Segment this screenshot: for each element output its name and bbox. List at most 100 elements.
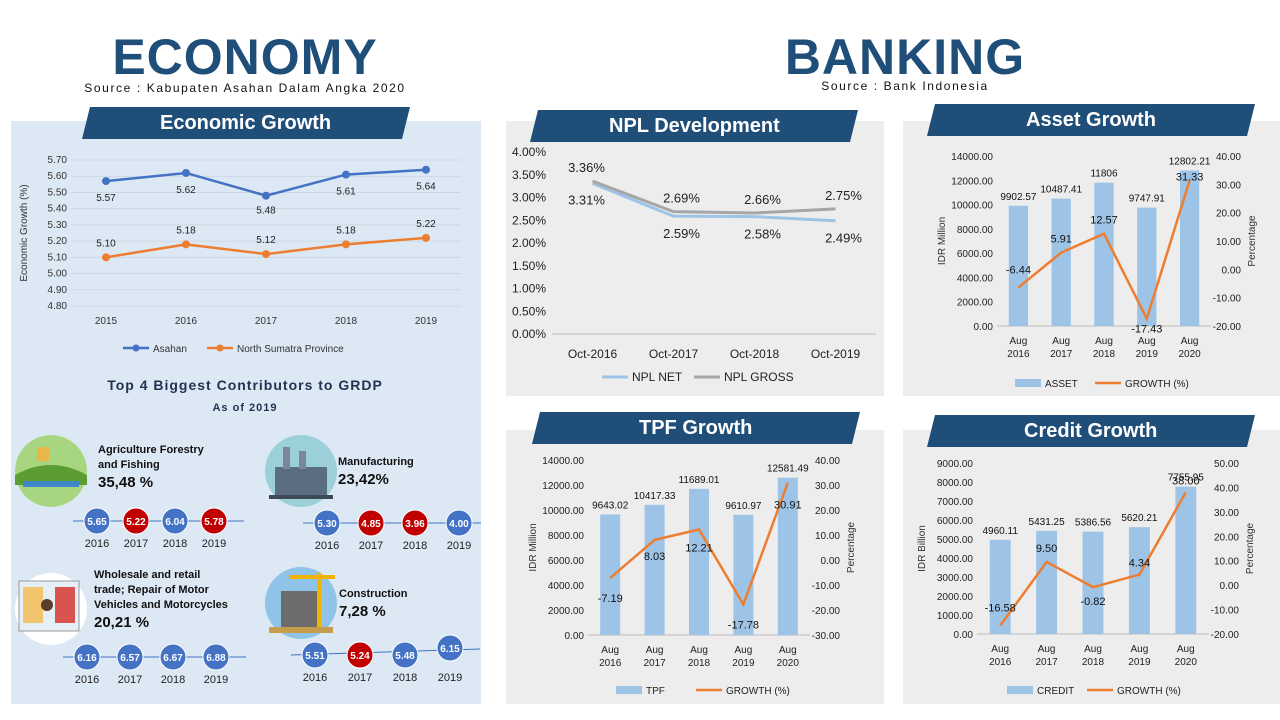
- bubble-year: 2018: [403, 540, 427, 552]
- economy-panel: [11, 121, 481, 704]
- data-label: 3.31%: [568, 192, 605, 207]
- growth-label: 8.03: [644, 551, 665, 563]
- x-tick-label: 2016: [599, 658, 622, 669]
- value-bubble: [73, 643, 101, 671]
- x-tick-label: Aug: [1177, 644, 1195, 655]
- y-tick-label: 0.00: [974, 322, 994, 333]
- value-bubble: [313, 509, 341, 537]
- x-tick-label: Aug: [1131, 644, 1149, 655]
- y-tick-label: 0.00: [565, 631, 585, 642]
- bubble-value: 5.22: [126, 517, 146, 528]
- legend-label: ASSET: [1045, 379, 1078, 390]
- bar: [1008, 205, 1029, 326]
- npl-banner: NPL Development: [530, 110, 858, 142]
- y2-tick-label: 30.00: [1214, 508, 1239, 519]
- x-tick-label: Oct-2018: [730, 347, 780, 361]
- bubble-year: 2017: [359, 540, 383, 552]
- x-tick-label: 2017: [255, 316, 278, 327]
- bar: [1094, 182, 1114, 326]
- data-label: 5.61: [336, 187, 356, 198]
- sector-name: Manufacturing: [338, 456, 414, 468]
- bubble-year: 2018: [393, 672, 417, 684]
- value-bubble: [116, 643, 144, 671]
- x-tick-label: Aug: [1181, 336, 1199, 347]
- y2-tick-label: 50.00: [1214, 459, 1239, 470]
- data-label: 5.62: [176, 185, 196, 196]
- bubble-value: 5.30: [317, 519, 337, 530]
- y-tick-label: 3.00%: [512, 191, 546, 205]
- bubble-value: 6.88: [206, 653, 226, 664]
- y-tick-label: 5000.00: [937, 535, 974, 546]
- y-axis-label: IDR Million: [937, 217, 948, 265]
- y-tick-label: 4000.00: [937, 554, 974, 565]
- y2-tick-label: 0.00: [1220, 581, 1240, 592]
- bar-label: 9747.91: [1129, 194, 1166, 205]
- growth-label: 4.34: [1129, 558, 1150, 570]
- data-point: [342, 240, 350, 249]
- value-bubble: [401, 509, 429, 537]
- series-line: [591, 182, 836, 223]
- y-tick-label: 1.50%: [512, 259, 546, 273]
- economic-growth-chart: 4.80 4.90 5.00 5.10 5.20 5.30 5.40 5.50 5.60 5.70…: [19, 155, 461, 355]
- y-tick-label: 2.50%: [512, 213, 546, 227]
- sector-share: 20,21 %: [94, 614, 149, 631]
- construction-ground: [269, 627, 333, 633]
- data-label: 5.10: [96, 238, 116, 249]
- x-tick-label: 2020: [1178, 349, 1201, 360]
- shop-shelf: [23, 587, 43, 623]
- data-label: 5.57: [96, 193, 116, 204]
- growth-label: -7.19: [598, 593, 623, 605]
- x-tick-label: Aug: [1010, 336, 1028, 347]
- y-tick-label: 8000.00: [548, 531, 585, 542]
- bubble-value: 5.24: [350, 651, 370, 662]
- growth-label: 12.21: [685, 542, 713, 554]
- x-tick-label: Aug: [1138, 336, 1156, 347]
- y-tick-label: 10000.00: [951, 201, 993, 212]
- bubble-year: 2019: [438, 672, 462, 684]
- x-tick-label: Oct-2016: [568, 347, 618, 361]
- contributors-subtitle: As of 2019: [212, 402, 278, 414]
- bubble-value: 4.00: [449, 519, 469, 530]
- bubble-year: 2019: [202, 538, 226, 550]
- tpf-banner: TPF Growth: [532, 412, 860, 444]
- legend-label: TPF: [646, 686, 665, 697]
- x-tick-label: Aug: [601, 645, 619, 656]
- factory-chimney: [283, 447, 290, 469]
- y2-axis-label: Percentage: [1245, 522, 1256, 574]
- bar-label: 5620.21: [1121, 513, 1158, 524]
- y-axis-label: IDR Million: [528, 523, 539, 571]
- value-bubble: [445, 509, 473, 537]
- x-tick-label: 2020: [1175, 657, 1198, 668]
- y2-tick-label: 20.00: [1214, 532, 1239, 543]
- x-tick-label: 2019: [415, 316, 438, 327]
- y-tick-label: 4.80: [48, 301, 68, 312]
- y2-tick-label: -10.00: [1211, 606, 1240, 617]
- x-tick-label: Oct-2017: [649, 347, 699, 361]
- bar: [1175, 486, 1197, 634]
- bar-label: 10487.41: [1040, 185, 1082, 196]
- y-tick-label: 2.00%: [512, 236, 546, 250]
- x-tick-label: 2018: [335, 316, 358, 327]
- bar: [1051, 198, 1071, 326]
- value-bubble: [301, 641, 329, 669]
- bar-label: 9902.57: [1000, 192, 1037, 203]
- y-tick-label: 5.10: [48, 252, 68, 263]
- x-tick-label: 2017: [1035, 657, 1058, 668]
- growth-label: 38.00: [1172, 475, 1200, 487]
- y-tick-label: 9000.00: [937, 459, 974, 470]
- x-tick-label: 2018: [1093, 349, 1116, 360]
- value-bubble: [436, 634, 464, 662]
- bubble-value: 6.15: [440, 644, 460, 655]
- bubble-year: 2019: [447, 540, 471, 552]
- legend-label: NPL GROSS: [724, 370, 794, 384]
- growth-label: -16.58: [985, 603, 1016, 615]
- sector-name: Agriculture Forestry and Fishing: [98, 444, 205, 471]
- data-label: 2.69%: [663, 191, 700, 206]
- y-tick-label: 5.40: [48, 204, 68, 215]
- value-bubble: [159, 643, 187, 671]
- legend-label: CREDIT: [1037, 686, 1074, 697]
- y-tick-label: 10000.00: [542, 506, 584, 517]
- farm-barn: [37, 447, 49, 461]
- data-point: [422, 233, 430, 242]
- y2-axis-label: Percentage: [846, 521, 857, 573]
